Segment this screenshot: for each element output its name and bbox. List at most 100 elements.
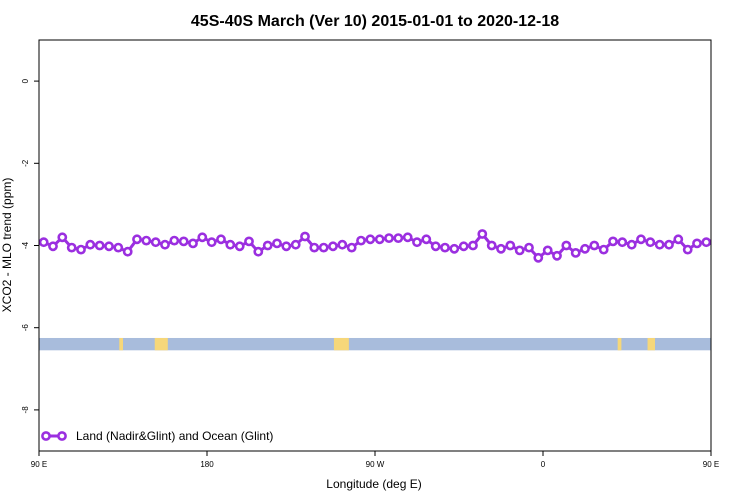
data-point [496,243,506,254]
data-point [290,239,301,250]
data-point [645,237,656,248]
data-point [300,231,310,242]
legend-marker-left [41,431,51,441]
series-group [39,229,747,263]
data-point [169,235,180,246]
y-tick-label-1: -2 [21,159,30,167]
y-tick-label-0: 0 [21,78,30,83]
data-point [253,246,264,257]
data-point [524,242,534,253]
data-point [197,232,208,243]
x-tick-label-1: 180 [200,460,214,469]
data-point [421,234,432,245]
data-point [608,236,618,247]
data-point [48,241,58,252]
data-point [281,241,292,252]
data-point [430,241,441,252]
y-tick-label-3: -6 [21,324,30,332]
data-point [122,246,133,257]
data-point [374,234,385,245]
land-patch-3 [617,337,622,351]
data-point [309,242,320,253]
data-point [160,239,170,250]
data-point [76,244,86,255]
data-point [365,234,376,245]
data-point [458,241,469,252]
data-point [206,237,217,248]
land-patch-1 [154,337,168,351]
data-point [66,242,77,253]
data-point [682,244,693,255]
data-point [262,240,273,251]
data-point [731,236,738,243]
land-ocean-strip [39,337,711,351]
data-point [132,234,142,245]
data-point [216,234,226,245]
data-point [225,239,236,250]
data-point [356,235,366,246]
data-point [337,239,348,250]
data-point [449,243,460,254]
x-axis: 90 E 180 90 W 0 90 E [31,451,719,469]
data-point [740,244,747,251]
land-patch-0 [119,337,123,351]
data-point [402,232,413,243]
y-tick-label-2: -4 [21,241,30,249]
legend-label: Land (Nadir&Glint) and Ocean (Glint) [76,429,273,443]
data-point [141,235,152,246]
x-tick-label-4: 90 E [703,460,719,469]
data-point [514,245,525,256]
data-point [710,243,711,247]
data-point [721,243,728,250]
data-point [468,240,478,251]
data-point [57,232,68,243]
y-axis: 0 -2 -4 -6 -8 [21,78,39,413]
y-axis-label: XCO2 - MLO trend (ppm) [0,178,14,313]
data-point [673,234,684,245]
data-point [664,239,674,250]
data-point [533,252,544,263]
x-tick-label-3: 0 [541,460,546,469]
chart-title: 45S-40S March (Ver 10) 2015-01-01 to 202… [191,13,559,30]
legend-marker-right [57,431,67,441]
data-point [486,240,497,251]
data-point [477,229,488,239]
data-point [328,241,338,252]
land-patch-4 [647,337,655,351]
data-point [272,238,282,249]
data-point [542,245,553,256]
data-point [440,242,450,253]
data-point [393,233,404,243]
land-patch-2 [333,337,349,351]
data-point [346,242,357,253]
data-point [701,237,711,248]
data-point [626,239,637,250]
data-point [94,240,105,251]
data-point [178,236,189,247]
data-point [580,243,590,254]
data-point [561,240,572,251]
legend: Land (Nadir&Glint) and Ocean (Glint) [41,429,273,443]
data-point [150,237,161,248]
series-layer [39,229,747,263]
data-point [39,237,49,248]
data-point [85,239,96,250]
data-point [234,241,245,252]
data-point [188,238,198,249]
data-point [570,247,581,258]
data-point [589,240,600,251]
data-point [617,237,628,248]
data-point [552,250,562,261]
ocean-band [39,337,711,351]
data-point [384,233,394,243]
x-tick-label-0: 90 E [31,460,47,469]
data-point [412,237,422,248]
data-point [636,234,646,245]
data-point [598,244,609,255]
data-point [318,242,329,253]
y-tick-label-4: -8 [21,406,30,414]
x-axis-label: Longitude (deg E) [326,477,421,491]
data-point [505,240,516,251]
data-point [104,241,114,252]
